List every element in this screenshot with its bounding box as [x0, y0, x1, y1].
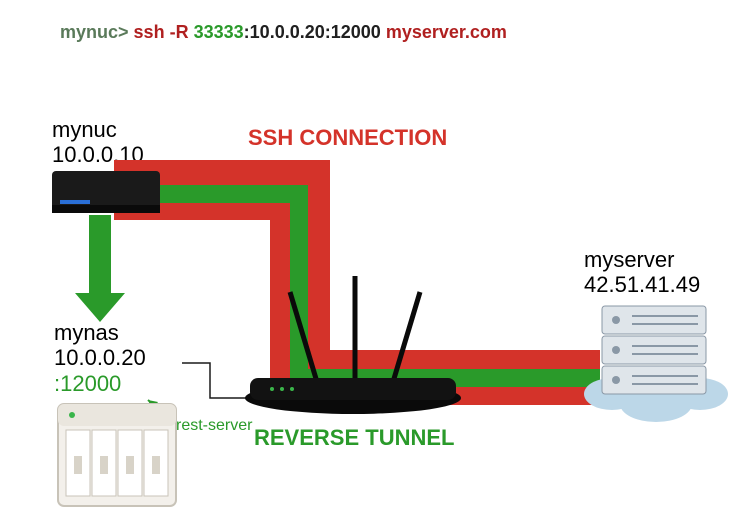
green-arrow-down — [75, 215, 125, 322]
myserver-icon — [584, 306, 728, 422]
diagram-canvas — [0, 0, 752, 530]
mynuc-icon — [52, 171, 160, 213]
mynas-icon — [58, 404, 176, 506]
thin-connector — [182, 363, 260, 398]
